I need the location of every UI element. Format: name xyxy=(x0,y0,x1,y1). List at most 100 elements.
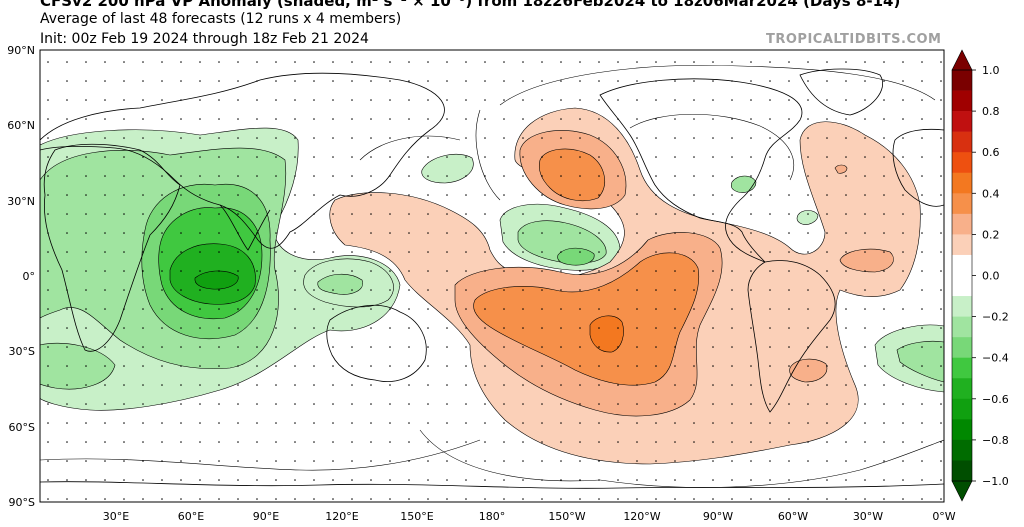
vector-dot xyxy=(446,194,448,196)
vector-dot xyxy=(655,251,657,253)
vector-dot xyxy=(750,346,752,348)
vector-dot xyxy=(636,460,638,462)
vector-dot xyxy=(826,498,828,500)
vector-dot xyxy=(503,365,505,367)
vector-dot xyxy=(750,175,752,177)
colorbar-segment xyxy=(952,152,972,174)
vector-dot xyxy=(655,61,657,63)
vector-dot xyxy=(332,99,334,101)
vector-dot xyxy=(617,194,619,196)
vector-dot xyxy=(522,156,524,158)
vector-dot xyxy=(104,99,106,101)
vector-dot xyxy=(85,213,87,215)
vector-dot xyxy=(560,175,562,177)
vector-dot xyxy=(484,403,486,405)
vector-dot xyxy=(237,194,239,196)
vector-dot xyxy=(237,99,239,101)
vector-dot xyxy=(66,460,68,462)
vector-dot xyxy=(769,498,771,500)
vector-dot xyxy=(104,270,106,272)
vector-dot xyxy=(940,498,942,500)
vector-dot xyxy=(294,289,296,291)
vector-dot xyxy=(560,327,562,329)
vector-dot xyxy=(47,270,49,272)
vector-dot xyxy=(579,118,581,120)
vector-dot xyxy=(864,327,866,329)
vector-dot xyxy=(864,118,866,120)
vector-dot xyxy=(598,194,600,196)
vector-dot xyxy=(845,365,847,367)
latitude-labels: 90°N 60°N 30°N 0° 30°S 60°S 90°S xyxy=(7,44,35,509)
colorbar-segment xyxy=(952,316,972,338)
vector-dot xyxy=(389,441,391,443)
vector-dot xyxy=(104,384,106,386)
vector-dot xyxy=(769,422,771,424)
vector-dot xyxy=(351,118,353,120)
colorbar-segment xyxy=(952,460,972,482)
vector-dot xyxy=(522,441,524,443)
vector-dot xyxy=(712,251,714,253)
vector-dot xyxy=(237,365,239,367)
vector-dot xyxy=(180,346,182,348)
vector-dot xyxy=(85,365,87,367)
vector-dot xyxy=(788,175,790,177)
vector-dot xyxy=(294,156,296,158)
vector-dot xyxy=(826,213,828,215)
vector-dot xyxy=(465,498,467,500)
vector-dot xyxy=(351,403,353,405)
vector-dot xyxy=(750,289,752,291)
vector-dot xyxy=(484,422,486,424)
vector-dot xyxy=(636,346,638,348)
vector-dot xyxy=(351,422,353,424)
vector-dot xyxy=(104,175,106,177)
vector-dot xyxy=(465,118,467,120)
vector-dot xyxy=(218,289,220,291)
vector-dot xyxy=(693,441,695,443)
vector-dot xyxy=(313,175,315,177)
vector-dot xyxy=(47,460,49,462)
vector-dot xyxy=(541,156,543,158)
vector-dot xyxy=(940,384,942,386)
colorbar-upper-extend-arrow xyxy=(951,49,973,71)
vector-dot xyxy=(427,80,429,82)
vector-dot xyxy=(769,460,771,462)
vector-dot xyxy=(180,289,182,291)
vector-dot xyxy=(408,194,410,196)
vector-dot xyxy=(123,441,125,443)
vector-dot xyxy=(294,270,296,272)
vector-dot xyxy=(541,61,543,63)
vector-dot xyxy=(769,365,771,367)
vector-dot xyxy=(408,175,410,177)
vector-dot xyxy=(788,441,790,443)
chart-title: CFSv2 200 hPa VP Anomaly (shaded, m² s⁻¹… xyxy=(40,0,901,10)
vector-dot xyxy=(484,384,486,386)
vector-dot xyxy=(636,118,638,120)
vector-dot xyxy=(655,194,657,196)
vector-dot xyxy=(921,346,923,348)
vector-dot xyxy=(655,118,657,120)
vector-dot xyxy=(180,194,182,196)
vector-dot xyxy=(142,175,144,177)
colorbar-segment xyxy=(952,111,972,132)
vector-dot xyxy=(902,403,904,405)
vector-dot xyxy=(769,194,771,196)
vector-dot xyxy=(522,251,524,253)
vector-dot xyxy=(199,80,201,82)
vector-dot xyxy=(123,498,125,500)
vector-dot xyxy=(807,213,809,215)
vector-dot xyxy=(66,194,68,196)
vector-dot xyxy=(693,422,695,424)
colorbar-segment xyxy=(952,275,972,297)
vector-dot xyxy=(332,479,334,481)
vector-dot xyxy=(845,232,847,234)
vector-dot xyxy=(47,384,49,386)
vector-dot xyxy=(237,270,239,272)
vector-dot xyxy=(712,137,714,139)
vector-dot xyxy=(66,498,68,500)
vector-dot xyxy=(807,61,809,63)
vector-dot xyxy=(712,498,714,500)
vector-dot xyxy=(142,270,144,272)
vector-dot xyxy=(788,479,790,481)
vector-dot xyxy=(674,270,676,272)
vector-dot xyxy=(446,80,448,82)
